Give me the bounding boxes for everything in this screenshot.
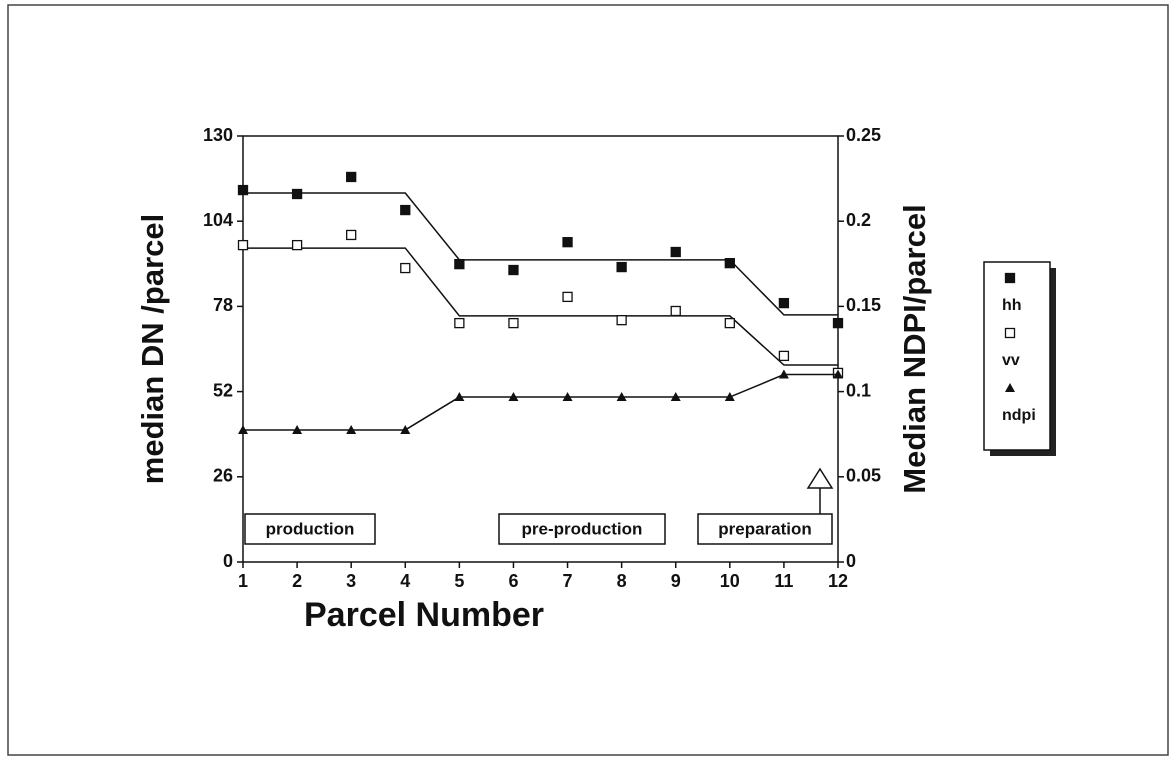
y2-tick-label: 0.15 <box>846 295 881 315</box>
x-tick-label: 12 <box>828 571 848 591</box>
annotation: production <box>266 519 355 538</box>
y-tick-label: 130 <box>203 125 233 145</box>
legend-label: vv <box>1002 352 1020 369</box>
marker <box>454 317 465 329</box>
x-tick-label: 6 <box>508 571 518 591</box>
fit-line <box>243 373 838 431</box>
marker <box>832 317 844 329</box>
marker <box>238 424 248 434</box>
marker <box>291 239 303 251</box>
x-tick-label: 11 <box>774 571 793 591</box>
legend-marker <box>1005 383 1015 392</box>
fit-line <box>243 247 838 366</box>
y2-tick-label: 0.25 <box>846 125 881 145</box>
arrow <box>806 467 834 518</box>
legend-marker <box>1004 327 1016 339</box>
marker <box>724 317 735 329</box>
marker <box>346 171 357 183</box>
marker <box>724 392 735 402</box>
y-tick-label: 52 <box>213 380 233 400</box>
x-tick-label: 10 <box>720 571 740 591</box>
marker <box>778 369 789 379</box>
marker <box>400 424 411 434</box>
legend-label: ndpi <box>1002 407 1036 424</box>
marker <box>616 315 627 326</box>
marker <box>616 392 627 402</box>
marker <box>237 184 249 196</box>
y2-tick-label: 0.05 <box>846 466 881 486</box>
marker <box>670 305 681 317</box>
x-tick-label: 8 <box>617 571 627 591</box>
marker <box>562 392 573 402</box>
marker <box>400 262 411 274</box>
marker <box>508 264 519 276</box>
x-tick-label: 7 <box>563 571 573 591</box>
marker <box>400 204 411 216</box>
marker <box>562 237 573 248</box>
y2-tick-label: 0.1 <box>846 380 871 400</box>
marker <box>292 424 303 434</box>
marker <box>616 261 627 273</box>
marker <box>291 188 303 200</box>
marker <box>508 317 519 329</box>
y2-tick-label: 0.2 <box>846 210 871 230</box>
marker <box>833 369 843 379</box>
marker <box>346 424 357 434</box>
y2-tick-label: 0 <box>846 551 856 571</box>
x-tick-label: 3 <box>346 571 356 591</box>
y-tick-label: 0 <box>223 551 233 571</box>
y-tick-label: 104 <box>203 210 233 230</box>
y-axis-title: median DN /parcel <box>135 214 170 484</box>
y-tick-label: 26 <box>213 466 233 486</box>
marker <box>562 291 573 303</box>
marker <box>454 392 465 402</box>
legend-marker <box>1004 272 1016 284</box>
marker <box>670 392 681 402</box>
x-axis-title: Parcel Number <box>304 596 544 634</box>
legend-label: hh <box>1002 297 1022 314</box>
x-tick-label: 1 <box>238 571 248 591</box>
annotation-box <box>697 513 833 545</box>
x-tick-label: 9 <box>671 571 681 591</box>
marker <box>508 392 519 402</box>
marker <box>454 258 465 270</box>
marker <box>778 350 790 362</box>
x-tick-label: 5 <box>454 571 464 591</box>
marker <box>724 257 735 269</box>
marker <box>237 239 249 251</box>
legend-box <box>983 261 1051 451</box>
frame <box>7 4 1169 756</box>
x-tick-label: 2 <box>292 571 302 591</box>
y2-axis-title: Median NDPI/parcel <box>897 204 932 493</box>
marker <box>778 297 790 309</box>
marker <box>346 229 357 241</box>
y-tick-label: 78 <box>213 295 233 315</box>
annotation: preparation <box>718 519 812 538</box>
annotation: pre-production <box>522 519 643 538</box>
x-tick-label: 4 <box>400 571 410 591</box>
annotation-box <box>244 513 376 545</box>
plot-area <box>242 135 839 563</box>
fit-line <box>243 192 838 316</box>
marker <box>670 246 681 258</box>
annotation-box <box>498 513 666 545</box>
